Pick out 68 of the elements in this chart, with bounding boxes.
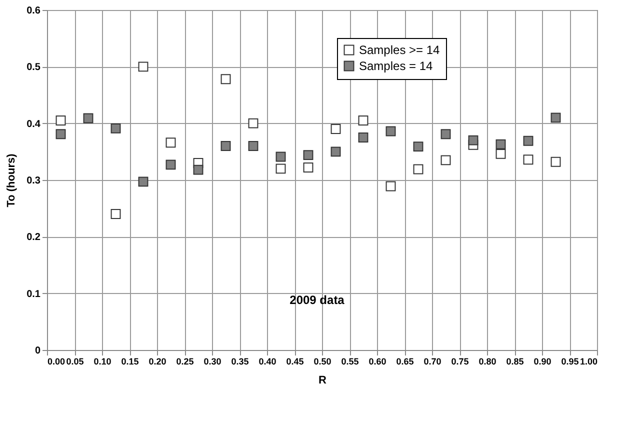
x-tick-label: 0.20	[148, 356, 166, 366]
x-tick-label: 0.35	[231, 356, 249, 366]
point	[330, 124, 341, 134]
x-tick-label: 0.00	[48, 356, 66, 366]
x-tick-label: 0.15	[121, 356, 139, 366]
point	[386, 181, 396, 192]
y-tick-label: 0.3	[26, 176, 41, 186]
point	[303, 162, 314, 173]
x-tick-label: 0.30	[204, 356, 222, 366]
point	[496, 148, 506, 159]
point	[248, 118, 258, 128]
x-tick-label: 1.00	[580, 356, 598, 366]
y-tick-label: 0.5	[26, 62, 41, 74]
y-tick-label: 0.4	[26, 118, 41, 130]
y-axis-title: To (hours)	[6, 153, 18, 208]
x-tick-label: 0.60	[368, 356, 386, 366]
point	[330, 146, 341, 157]
x-tick-label: 0.05	[66, 356, 84, 366]
point	[413, 142, 424, 152]
x-tick-label: 0.70	[424, 356, 442, 366]
legend-label: Samples = 14	[359, 59, 434, 73]
point	[276, 164, 286, 174]
x-tick-label: 0.80	[478, 356, 496, 366]
point	[358, 132, 368, 142]
x-tick-label: 0.55	[341, 356, 359, 366]
point	[523, 154, 534, 165]
x-tick-label: 0.90	[534, 356, 552, 366]
y-tick-label: 0.1	[26, 288, 41, 300]
point	[56, 129, 66, 140]
x-axis-title: R	[318, 374, 327, 386]
y-tick-label: 0	[34, 346, 41, 356]
point	[220, 74, 231, 84]
point	[550, 156, 561, 167]
point	[56, 116, 66, 126]
point	[138, 62, 148, 72]
point	[110, 209, 121, 219]
x-tick-label: 0.75	[451, 356, 469, 366]
point	[248, 141, 258, 151]
x-tick-label: 0.10	[94, 356, 112, 366]
x-tick-label: 0.85	[506, 356, 524, 366]
point	[276, 152, 286, 162]
point	[440, 155, 451, 166]
point	[303, 150, 314, 160]
point	[83, 113, 94, 124]
point	[468, 135, 478, 146]
point	[440, 129, 451, 140]
point	[523, 136, 534, 146]
y-tick-label: 0.2	[26, 232, 41, 244]
x-tick-label: 0.50	[314, 356, 332, 366]
point	[220, 141, 231, 151]
legend-label: Samples >= 14	[359, 43, 440, 57]
y-tick-label: 0.6	[26, 6, 41, 16]
point	[166, 160, 176, 170]
point	[496, 139, 506, 150]
point	[413, 164, 424, 174]
x-tick-label: 0.40	[258, 356, 276, 366]
point	[193, 164, 204, 175]
point	[550, 112, 561, 123]
point	[138, 176, 148, 187]
x-tick-label: 0.45	[286, 356, 304, 366]
x-tick-label: 0.65	[396, 356, 414, 366]
point	[166, 138, 176, 148]
point	[386, 126, 396, 136]
x-tick-label: 0.95	[561, 356, 579, 366]
x-tick-label: 0.25	[176, 356, 194, 366]
annotation: 2009 data	[290, 293, 345, 307]
point	[110, 123, 121, 134]
point	[358, 116, 368, 126]
